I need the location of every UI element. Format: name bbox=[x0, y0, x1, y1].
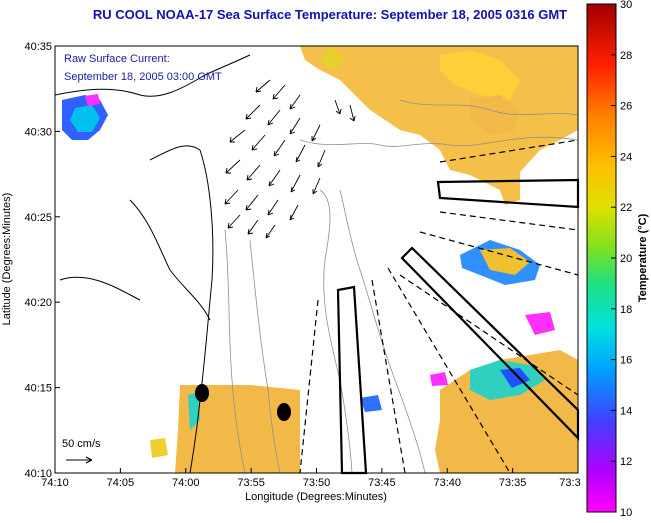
sst-cold-patch-nw-core bbox=[70, 105, 100, 132]
x-tick-label: 74:10 bbox=[41, 477, 69, 489]
scale-arrow bbox=[66, 456, 93, 464]
y-tick-label: 40:15 bbox=[24, 383, 52, 395]
colorbar-tick-label: 10 bbox=[620, 507, 632, 518]
x-tick-label: 73:50 bbox=[303, 477, 331, 489]
x-axis: 74:10 74:05 74:00 73:55 73:50 73:45 73:40 73:35… bbox=[41, 468, 581, 489]
y-tick-label: 40:30 bbox=[24, 126, 52, 138]
colorbar-tick-label: 12 bbox=[620, 456, 632, 468]
sst-cool-spot-southwest bbox=[188, 392, 200, 430]
scale-label: 50 cm/s bbox=[62, 438, 101, 450]
x-axis-label: Longitude (Degrees:Minutes) bbox=[245, 491, 387, 503]
x-tick-label: 74:05 bbox=[107, 477, 135, 489]
x-tick-label: 73:3 bbox=[559, 477, 580, 489]
sst-cold-spot-south bbox=[360, 395, 382, 412]
colorbar-tick-label: 28 bbox=[620, 50, 632, 62]
x-tick-label: 73:40 bbox=[433, 477, 461, 489]
colorbar-tick-label: 14 bbox=[620, 405, 632, 417]
x-tick-label: 73:55 bbox=[237, 477, 265, 489]
colorbar-tick-label: 24 bbox=[620, 151, 632, 163]
station-marker-west bbox=[195, 384, 209, 402]
current-vectors bbox=[224, 79, 356, 239]
x-tick-label: 73:45 bbox=[368, 477, 396, 489]
y-tick-label: 40:25 bbox=[24, 212, 52, 224]
colorbar-tick-label: 18 bbox=[620, 304, 632, 316]
station-marker-east bbox=[277, 403, 291, 421]
radial-dashed-lines bbox=[299, 139, 579, 474]
y-axis: 40:35 40:30 40:25 40:20 40:15 40:10 bbox=[24, 41, 60, 480]
sst-patch-northeast-warm bbox=[440, 50, 520, 100]
colorbar-label: Temperature (°C) bbox=[637, 213, 649, 302]
overlay-current-label: Raw Surface Current: bbox=[64, 53, 170, 65]
sst-yellow-spot-southwest bbox=[150, 438, 168, 458]
figure-title: RU COOL NOAA-17 Sea Surface Temperature:… bbox=[93, 7, 567, 22]
sst-patch-northeast-mid bbox=[470, 95, 520, 135]
colorbar-tick-label: 20 bbox=[620, 253, 632, 265]
y-tick-label: 40:10 bbox=[24, 468, 52, 480]
sst-magenta-spot-nw bbox=[85, 94, 100, 106]
x-tick-label: 74:00 bbox=[172, 477, 200, 489]
sst-magenta-spot-south bbox=[430, 372, 448, 386]
overlay-current-date: September 18, 2005 03:00 GMT bbox=[64, 71, 222, 83]
colorbar-tick-label: 22 bbox=[620, 202, 632, 214]
sst-patch-yellow-spot bbox=[320, 46, 345, 70]
bathymetry-contours bbox=[224, 99, 578, 473]
colorbar-ticks: 30 28 26 24 22 20 18 16 14 12 10 bbox=[611, 0, 632, 519]
coastline bbox=[55, 54, 251, 473]
y-axis-label: Latitude (Degrees:Minutes) bbox=[1, 193, 13, 326]
sst-field bbox=[62, 46, 578, 473]
colorbar-tick-label: 16 bbox=[620, 355, 632, 367]
colorbar-tick-label: 26 bbox=[620, 101, 632, 113]
sst-warm-inner-east bbox=[480, 248, 530, 275]
x-tick-label: 73:35 bbox=[499, 477, 527, 489]
colorbar-tick-label: 30 bbox=[620, 0, 632, 11]
y-tick-label: 40:20 bbox=[24, 297, 52, 309]
sst-cold-core-southeast bbox=[500, 368, 530, 388]
sst-magenta-spot-east bbox=[525, 312, 555, 335]
y-tick-label: 40:35 bbox=[24, 41, 52, 53]
